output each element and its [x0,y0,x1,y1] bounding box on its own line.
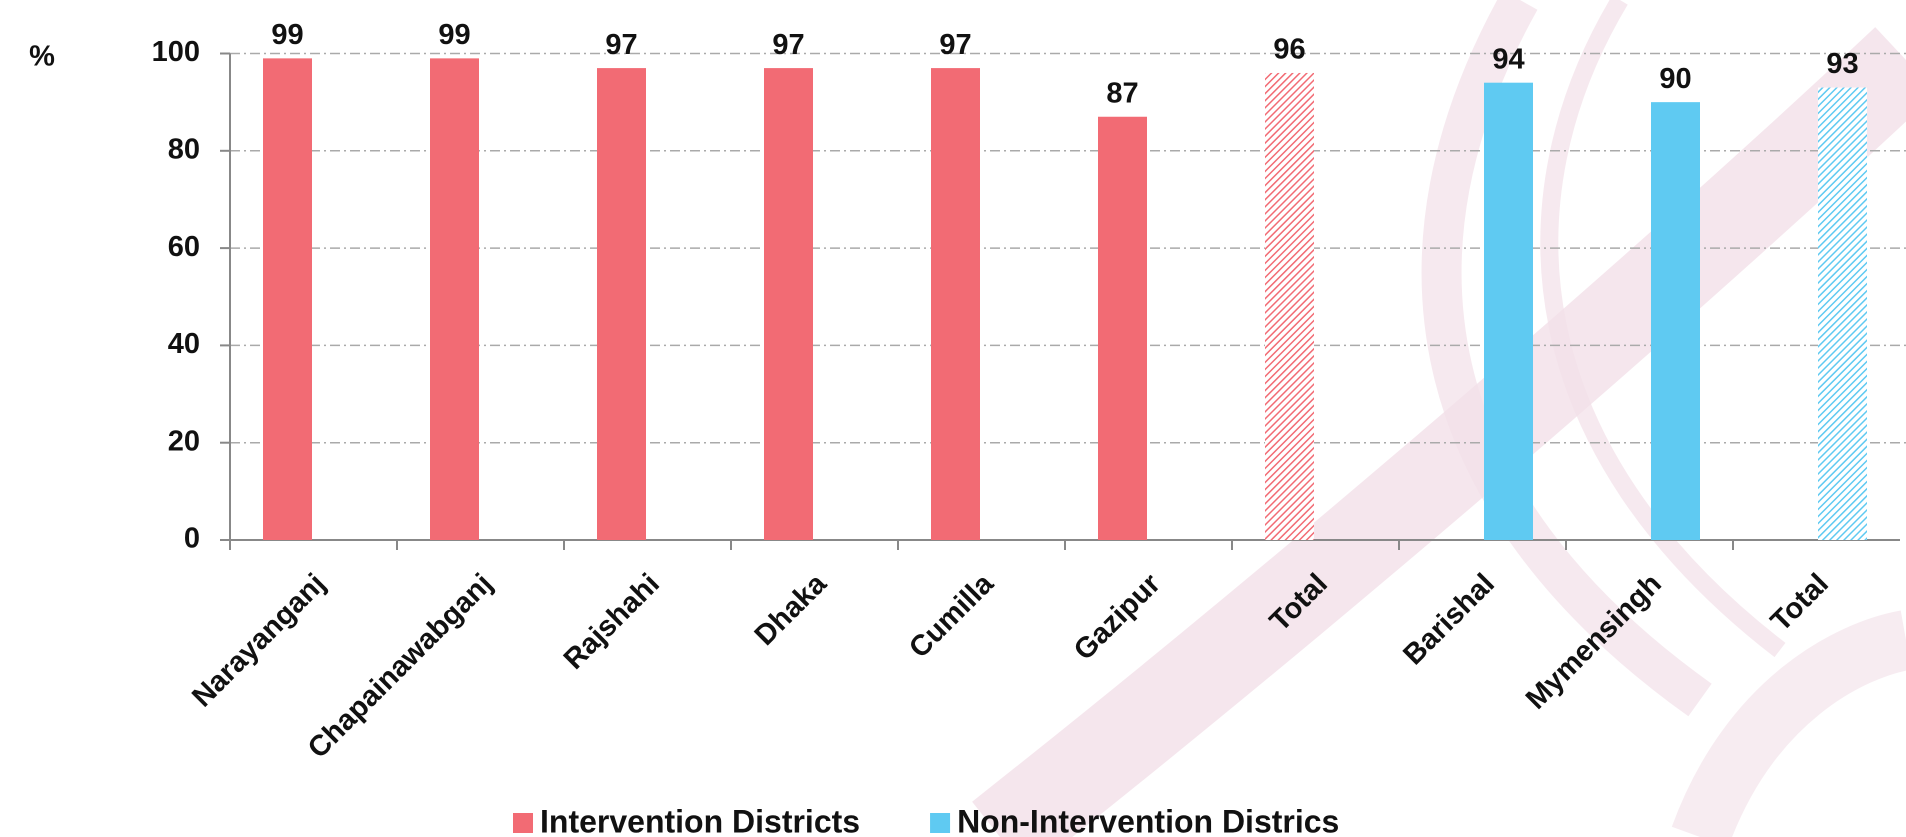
value-label: 97 [605,29,637,61]
legend-swatch [513,813,533,833]
legend: Intervention Districts Non-Intervention D… [513,803,1339,837]
value-label: 93 [1826,48,1858,80]
y-tick-label: 80 [168,133,200,165]
y-tick-label: 20 [168,425,200,457]
value-label: 87 [1106,77,1138,109]
x-tick-label: Dhaka [749,567,834,652]
y-tick-label: 0 [184,523,200,555]
x-tick-label: Chapainawabganj [302,568,499,765]
bar [1484,82,1533,540]
x-tick-label: Barishal [1397,568,1501,672]
x-tick-label: Cumilla [903,567,1000,664]
value-label: 96 [1273,34,1305,66]
bar [1818,87,1867,541]
y-tick-label: 40 [168,328,200,360]
legend-swatch [930,813,951,833]
value-label: 90 [1659,63,1691,95]
bar [1098,116,1147,541]
y-tick-label: 100 [152,36,200,68]
bar [263,58,312,541]
x-tick-label: Total [1765,568,1835,638]
x-tick-label: Gazipur [1068,568,1167,667]
bar [1265,72,1314,541]
y-axis-label: % [29,41,55,73]
y-tick-label: 60 [168,231,200,263]
bar [597,68,646,540]
legend-label: Non-Intervention Districs [957,803,1339,837]
bar [1651,102,1700,541]
background-ribbon [972,0,1906,837]
bar [764,68,813,540]
value-label: 99 [271,19,303,51]
x-tick-label: Rajshahi [558,568,666,676]
value-label: 94 [1492,43,1524,75]
bar [931,68,980,540]
value-label: 99 [438,19,470,51]
x-tick-label: Narayanganj [186,568,332,714]
legend-label: Intervention Districts [540,803,860,837]
value-label: 97 [939,29,971,61]
bar [430,58,479,541]
value-label: 97 [772,29,804,61]
